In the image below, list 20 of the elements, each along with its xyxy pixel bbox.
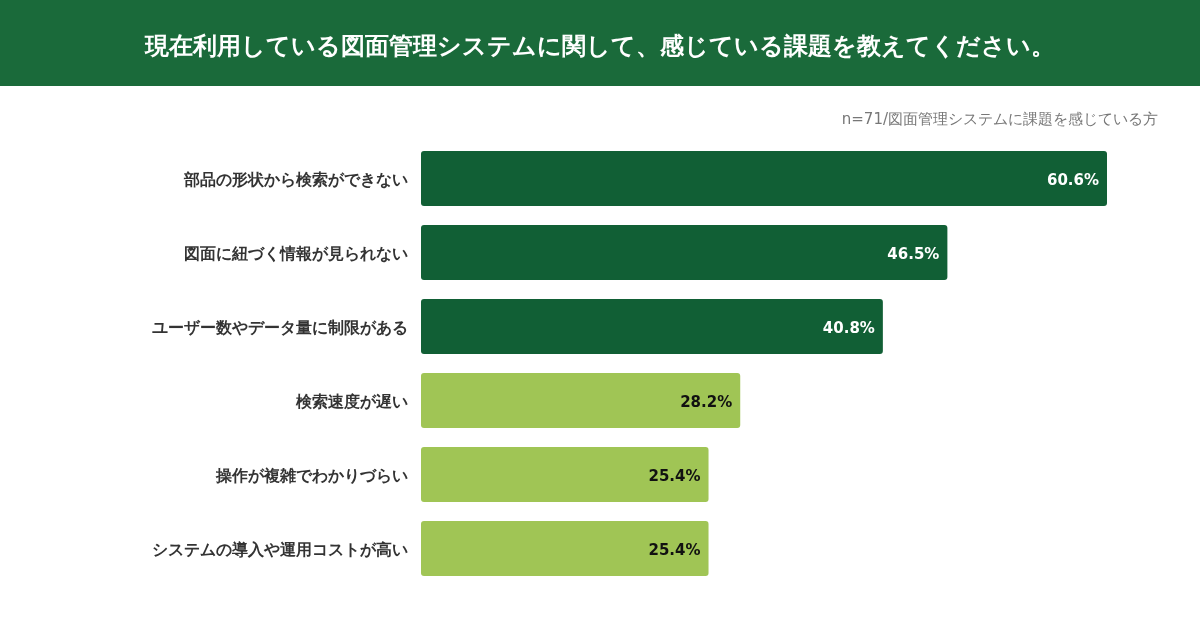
y-tick-label: 操作が複雑でわかりづらい (215, 465, 408, 485)
y-tick-label: 図面に紐づく情報が見られない (184, 243, 408, 263)
data-label: 28.2% (680, 392, 733, 411)
bar (421, 521, 709, 576)
y-tick-label: 部品の形状から検索ができない (183, 169, 408, 189)
bar (421, 299, 883, 354)
y-tick-label: 検索速度が遅い (295, 391, 408, 411)
bar (421, 373, 741, 428)
chart-title: 現在利用している図面管理システムに関して、感じている課題を教えてください。 (144, 32, 1055, 60)
bar (421, 151, 1107, 206)
data-label: 25.4% (648, 466, 701, 485)
y-tick-label: システムの導入や運用コストが高い (152, 539, 408, 559)
bar (421, 447, 709, 502)
data-label: 46.5% (887, 244, 940, 263)
y-tick-label: ユーザー数やデータ量に制限がある (152, 317, 408, 337)
bar (421, 225, 948, 280)
data-label: 40.8% (822, 318, 875, 337)
text: n=71/図面管理システムに課題を感じている方 (841, 110, 1158, 128)
data-label: 25.4% (648, 540, 701, 559)
data-label: 60.6% (1046, 170, 1099, 189)
